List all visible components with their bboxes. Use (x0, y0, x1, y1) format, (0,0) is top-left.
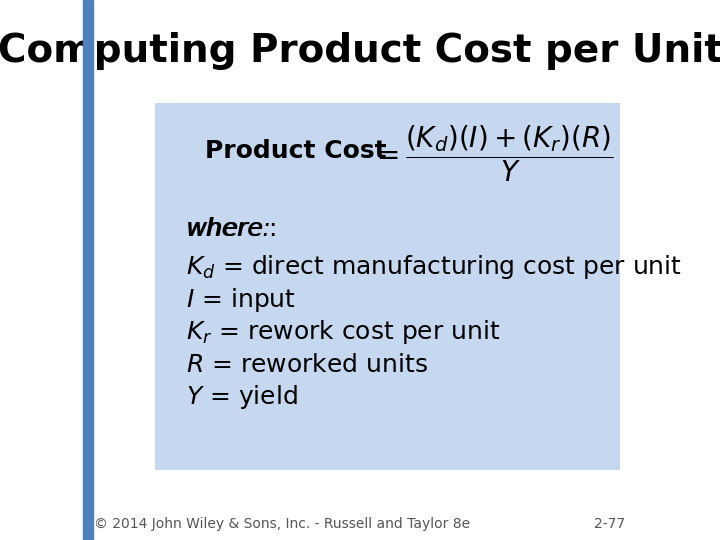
Text: $I$ = input: $I$ = input (186, 286, 296, 314)
Bar (84, 0, 94, 540)
Text: $K_d$ = direct manufacturing cost per unit: $K_d$ = direct manufacturing cost per un… (186, 253, 682, 281)
Text: Computing Product Cost per Unit: Computing Product Cost per Unit (0, 32, 720, 70)
Text: where:: where: (186, 218, 271, 241)
Text: $where\mathit{:}$: $where\mathit{:}$ (186, 218, 276, 241)
Text: 2-77: 2-77 (595, 517, 626, 531)
Text: $K_r$ = rework cost per unit: $K_r$ = rework cost per unit (186, 318, 500, 346)
Text: Product Cost: Product Cost (205, 139, 387, 163)
FancyBboxPatch shape (156, 103, 620, 470)
Text: © 2014 John Wiley & Sons, Inc. - Russell and Taylor 8e: © 2014 John Wiley & Sons, Inc. - Russell… (94, 517, 471, 531)
Text: $= \dfrac{(K_d)(I)+(K_r)(R)}{Y}$: $= \dfrac{(K_d)(I)+(K_r)(R)}{Y}$ (371, 124, 613, 184)
Text: $R$ = reworked units: $R$ = reworked units (186, 353, 428, 376)
Text: $Y$ = yield: $Y$ = yield (186, 383, 297, 411)
